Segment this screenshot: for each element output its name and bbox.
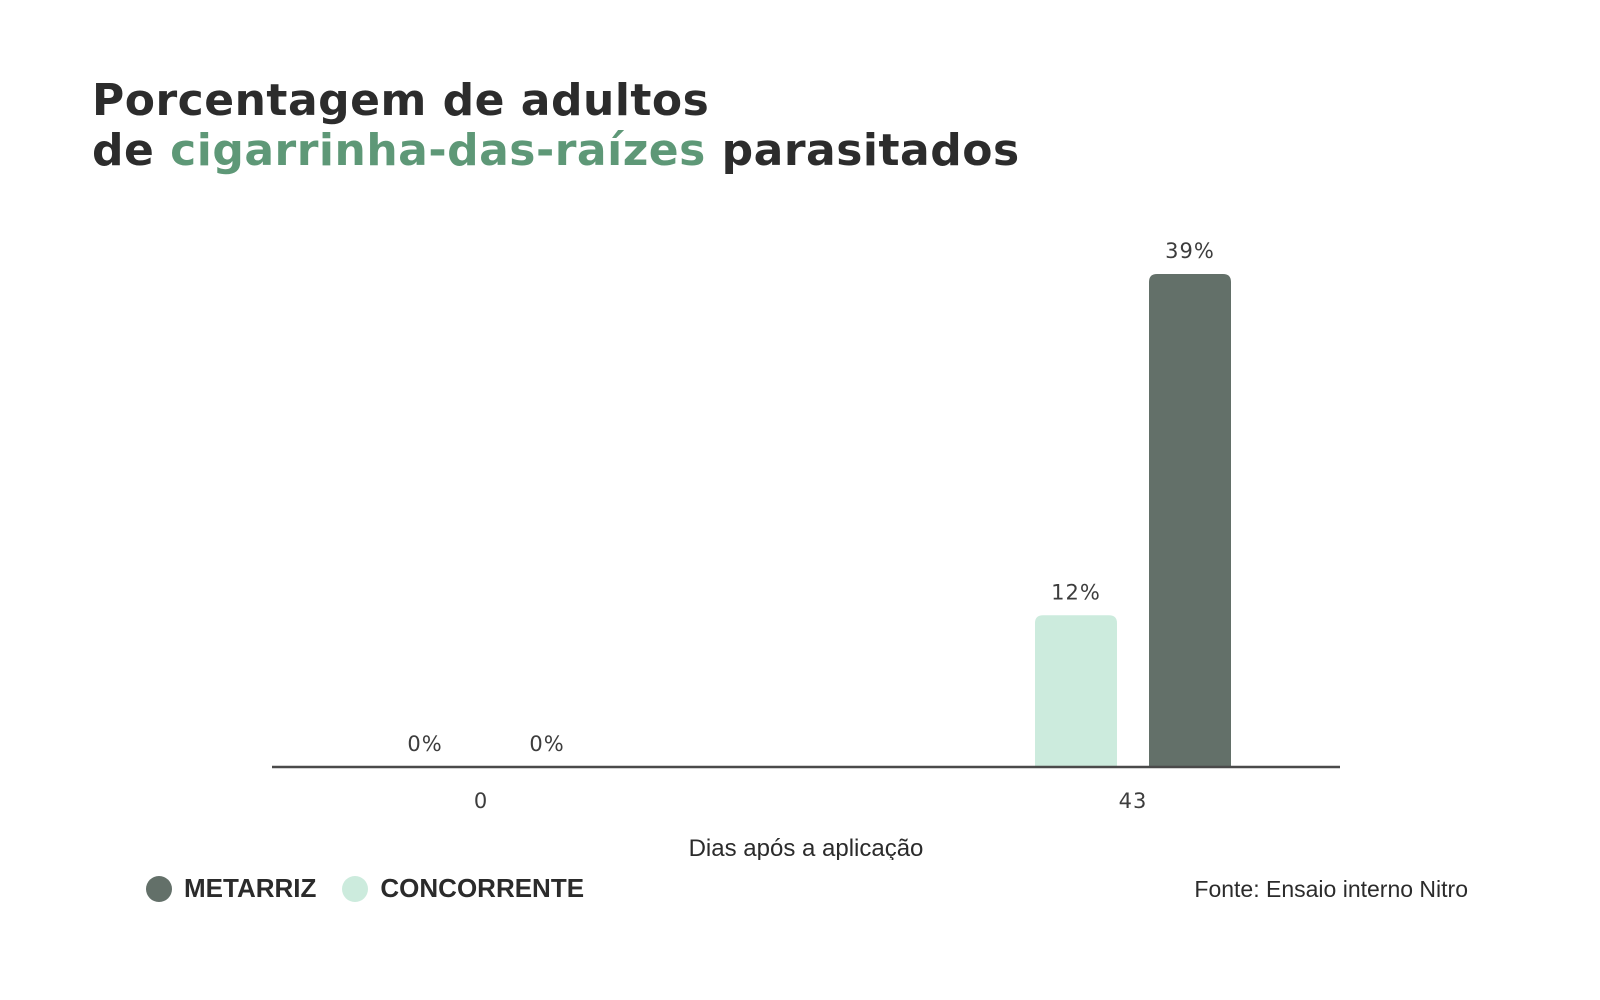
x-tick-label-43: 43 [1119,789,1148,813]
title-line-1: Porcentagem de adultos [92,75,710,126]
data-label-concorrente-43: 12% [1051,580,1101,604]
data-label-metarriz-43: 39% [1165,239,1215,263]
data-label-metarriz-0: 0% [529,732,564,756]
legend-label-concorrente: CONCORRENTE [380,873,585,903]
legend-swatch-metarriz [146,875,172,902]
legend-swatch-concorrente [342,875,369,902]
title-line-2-suffix: parasitados [705,125,1020,176]
x-tick-label-0: 0 [474,789,488,813]
bar-chart: 0% 12% 0% 39% 0 43 Dias após a aplicação [272,239,1340,860]
legend-item-metarriz: METARRIZ [146,873,316,904]
bar-metarriz-43 [1149,274,1231,767]
title-line-2-accent: cigarrinha-das-raízes [170,125,706,176]
legend: METARRIZ CONCORRENTE [146,873,610,904]
source-note: Fonte: Ensaio interno Nitro [1194,876,1468,902]
x-axis-title: Dias após a aplicação [689,835,924,860]
legend-label-metarriz: METARRIZ [184,873,317,903]
title-line-2-prefix: de [92,125,171,176]
bar-concorrente-43 [1035,615,1117,767]
bars-layer [1035,274,1231,767]
labels-layer: 0% 12% 0% 39% 0 43 [407,239,1215,813]
chart-title: Porcentagem de adultos de cigarrinha-das… [92,76,1020,176]
data-label-concorrente-0: 0% [407,732,442,756]
legend-item-concorrente: CONCORRENTE [342,873,584,904]
